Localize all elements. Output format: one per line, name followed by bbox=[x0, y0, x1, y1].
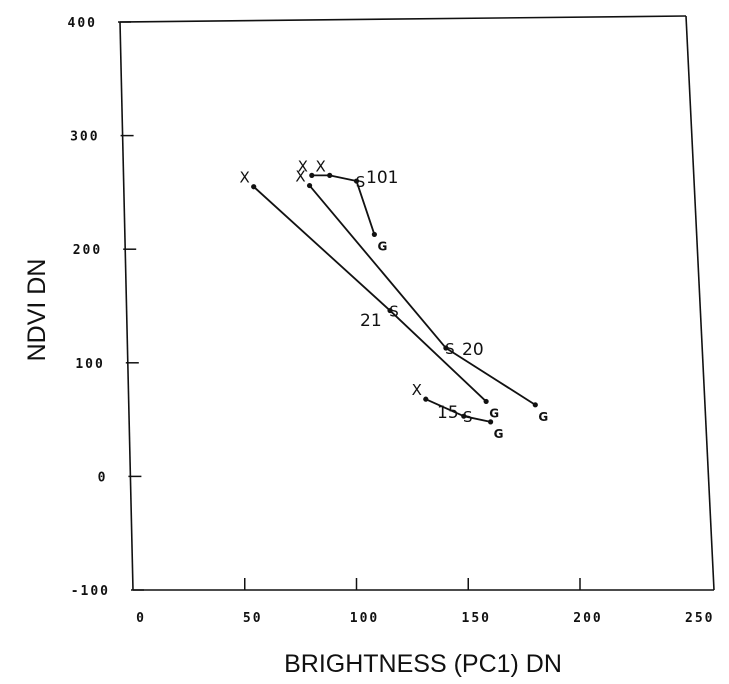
series-segment bbox=[329, 174, 357, 182]
series-label: 20 bbox=[462, 340, 484, 360]
data-point-s bbox=[353, 178, 360, 184]
y-axis-ticks: -100 0 100 200 300 400 bbox=[68, 16, 144, 599]
data-point-g bbox=[488, 419, 494, 425]
series-segment bbox=[355, 180, 376, 235]
series-label: 101 bbox=[366, 168, 398, 188]
data-point-x bbox=[327, 172, 333, 178]
data-point-s bbox=[461, 413, 467, 419]
y-tick-label: 400 bbox=[68, 16, 97, 31]
y-tick-label: 300 bbox=[70, 130, 99, 145]
series-label: 21 bbox=[360, 311, 382, 331]
data-point-s bbox=[387, 307, 393, 314]
point-label: X bbox=[295, 168, 305, 186]
data-point-x bbox=[309, 172, 315, 178]
x-tick-label: 100 bbox=[350, 611, 379, 626]
point-label: S bbox=[463, 408, 473, 426]
series-segment bbox=[308, 185, 447, 349]
series-label: 15 bbox=[437, 403, 459, 423]
data-point-x bbox=[423, 396, 429, 402]
point-label: G bbox=[494, 427, 504, 441]
data-point-g bbox=[483, 398, 489, 405]
point-label: S bbox=[389, 303, 399, 321]
point-label: X bbox=[412, 381, 422, 399]
data-point-x bbox=[251, 184, 257, 190]
y-tick-label: 200 bbox=[73, 243, 102, 258]
x-axis-ticks: 0 50 100 150 200 250 bbox=[136, 578, 714, 626]
point-label: G bbox=[489, 406, 499, 420]
x-tick-label: 200 bbox=[573, 611, 602, 626]
series-21: X S G 21 bbox=[240, 169, 500, 421]
x-tick-label: 50 bbox=[243, 611, 263, 626]
point-label: S bbox=[445, 340, 455, 358]
x-tick-label: 250 bbox=[685, 611, 714, 626]
series-20: X S G 20 bbox=[295, 168, 548, 424]
series-segment bbox=[253, 186, 391, 312]
point-label: G bbox=[538, 410, 548, 424]
data-point-x bbox=[306, 182, 313, 189]
y-tick-label: 0 bbox=[98, 470, 108, 485]
top-border-line bbox=[119, 15, 687, 23]
series-segment bbox=[445, 347, 536, 406]
plot-frame bbox=[119, 15, 715, 591]
data-point-s bbox=[443, 345, 449, 351]
series-segment bbox=[425, 398, 465, 418]
right-border-line bbox=[685, 15, 715, 591]
point-label: X bbox=[316, 157, 326, 175]
point-label: X bbox=[240, 169, 250, 187]
x-tick-label: 0 bbox=[136, 611, 146, 626]
x-tick-label: 150 bbox=[462, 611, 491, 626]
data-point-g bbox=[371, 231, 377, 238]
series-101: X X S G 101 bbox=[298, 157, 399, 253]
point-label: G bbox=[377, 239, 387, 253]
series-15: X S G 15 bbox=[412, 381, 504, 441]
series-segment bbox=[389, 309, 487, 403]
point-label: X bbox=[298, 157, 308, 175]
series-segment bbox=[463, 415, 491, 423]
y-tick-label: -100 bbox=[71, 584, 110, 599]
left-axis-line bbox=[119, 21, 134, 591]
y-axis-title: NDVI DN bbox=[23, 259, 51, 362]
data-point-g bbox=[532, 402, 538, 408]
point-label: S bbox=[356, 173, 366, 191]
x-axis-title: BRIGHTNESS (PC1) DN bbox=[284, 650, 562, 678]
y-tick-label: 100 bbox=[75, 357, 104, 372]
